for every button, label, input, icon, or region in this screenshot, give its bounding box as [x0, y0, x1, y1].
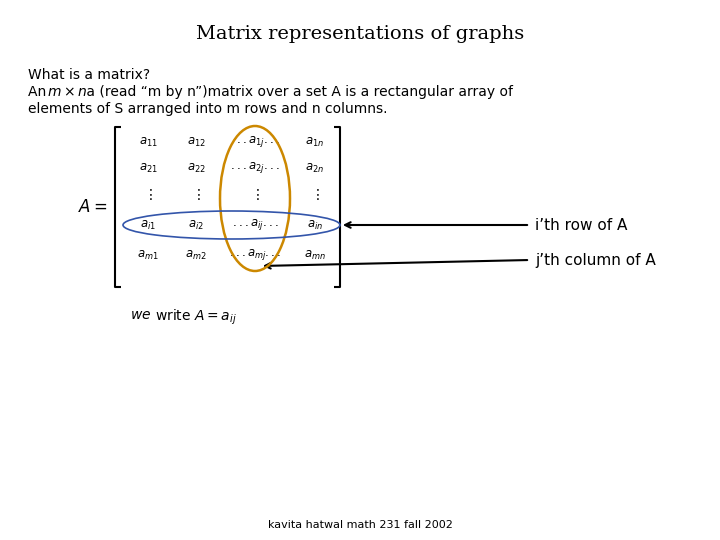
Text: $...a_{1j}...$: $...a_{1j}...$	[230, 134, 280, 150]
Text: $\vdots$: $\vdots$	[310, 187, 320, 202]
Text: $a_{22}$: $a_{22}$	[186, 161, 205, 174]
Text: $a_{21}$: $a_{21}$	[138, 161, 158, 174]
Text: $a_{mn}$: $a_{mn}$	[304, 248, 326, 261]
Text: $a_{m2}$: $a_{m2}$	[185, 248, 207, 261]
Text: $a_{m1}$: $a_{m1}$	[137, 248, 159, 261]
Text: $...a_{ij}...$: $...a_{ij}...$	[232, 218, 279, 233]
Text: elements of S arranged into m rows and n columns.: elements of S arranged into m rows and n…	[28, 102, 387, 116]
Text: $\vdots$: $\vdots$	[250, 187, 260, 202]
Text: $a_{i1}$: $a_{i1}$	[140, 219, 156, 232]
Text: $A =$: $A =$	[78, 199, 107, 215]
Text: $a_{1n}$: $a_{1n}$	[305, 136, 325, 148]
Text: j’th column of A: j’th column of A	[535, 253, 656, 267]
Text: $...a_{mj}...$: $...a_{mj}...$	[229, 247, 282, 262]
Text: $\mathit{we}$: $\mathit{we}$	[130, 308, 151, 322]
Text: $a_{11}$: $a_{11}$	[138, 136, 158, 148]
Text: kavita hatwal math 231 fall 2002: kavita hatwal math 231 fall 2002	[268, 520, 452, 530]
Text: a (read “m by n”)matrix over a set A is a rectangular array of: a (read “m by n”)matrix over a set A is …	[82, 85, 513, 99]
Text: $m \times n$: $m \times n$	[47, 85, 87, 99]
Text: $a_{2n}$: $a_{2n}$	[305, 161, 325, 174]
Text: An: An	[28, 85, 50, 99]
Text: $\vdots$: $\vdots$	[192, 187, 201, 202]
Text: What is a matrix?: What is a matrix?	[28, 68, 150, 82]
Text: $a_{i2}$: $a_{i2}$	[188, 219, 204, 232]
Text: $a_{in}$: $a_{in}$	[307, 219, 323, 232]
Text: $\vdots$: $\vdots$	[143, 187, 153, 202]
Text: Matrix representations of graphs: Matrix representations of graphs	[196, 25, 524, 43]
Text: $a_{12}$: $a_{12}$	[186, 136, 205, 148]
Text: $...a_{2j}...$: $...a_{2j}...$	[230, 160, 280, 176]
Text: write $A = a_{ij}$: write $A = a_{ij}$	[155, 308, 237, 327]
Text: i’th row of A: i’th row of A	[535, 218, 627, 233]
